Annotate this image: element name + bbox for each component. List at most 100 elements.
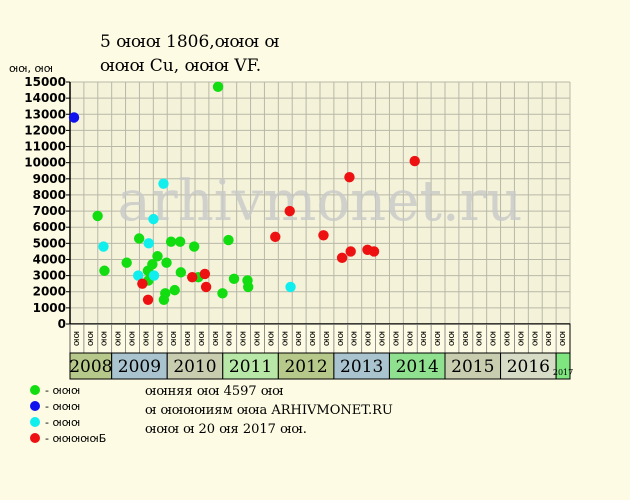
- year-cell: [111, 352, 168, 380]
- watermark-text: arhivmonet.ru: [118, 169, 523, 234]
- data-point: [242, 281, 254, 293]
- y-tick-label: 11000: [24, 140, 66, 154]
- month-tick-label: ꙕꙕ: [503, 331, 513, 346]
- y-tick-label: 1000: [33, 301, 66, 315]
- month-tick-label: ꙕꙕ: [100, 331, 110, 346]
- year-cell: [555, 352, 571, 380]
- month-tick-label: ꙕꙕ: [86, 331, 96, 346]
- legend-label: - ꙕꙕꙕ: [45, 399, 81, 413]
- month-tick-label: ꙕꙕ: [364, 331, 374, 346]
- month-tick-label: ꙕꙕ: [530, 331, 540, 346]
- data-point: [212, 81, 224, 93]
- data-point: [160, 288, 171, 299]
- year-label: 2015: [451, 357, 494, 377]
- month-tick-label: ꙕꙕ: [516, 331, 526, 346]
- data-point: [68, 112, 80, 123]
- legend-item: - ꙕꙕꙕ: [30, 414, 106, 430]
- month-tick-label: ꙕꙕ: [419, 331, 429, 346]
- data-point: [200, 281, 212, 293]
- y-tick-label: 15000: [24, 75, 66, 89]
- legend-swatch-icon: [30, 417, 40, 427]
- data-point: [187, 272, 198, 283]
- data-point: [158, 178, 169, 189]
- month-tick-label: ꙕꙕ: [433, 331, 443, 346]
- year-label: 2012: [284, 357, 327, 377]
- year-label: 2008: [69, 357, 112, 377]
- month-tick-label: ꙕꙕ: [225, 331, 235, 346]
- year-label: 2009: [118, 357, 161, 377]
- data-point: [137, 278, 148, 289]
- y-tick-label: 7000: [33, 204, 66, 218]
- month-tick-label: ꙕꙕ: [280, 331, 290, 346]
- year-label: 2017: [553, 368, 573, 377]
- month-tick-label: ꙕꙕ: [155, 331, 165, 346]
- month-tick-label: ꙕꙕ: [558, 331, 568, 346]
- data-point: [223, 234, 234, 246]
- year-cell: [69, 352, 113, 380]
- month-tick-label: ꙕꙕ: [350, 331, 360, 346]
- month-tick-label: ꙕꙕ: [544, 331, 554, 346]
- data-point: [368, 246, 380, 257]
- year-cell: [333, 352, 390, 380]
- legend: - ꙕꙕꙕ - ꙕꙕꙕ - ꙕꙕꙕ - ꙕꙕꙕꙕꙕБ: [30, 382, 106, 446]
- month-tick-label: ꙕꙕ: [183, 331, 193, 346]
- data-point: [285, 281, 296, 293]
- y-axis-label: ꙕꙕ, ꙕꙕ: [9, 62, 54, 75]
- y-tick-label: 0: [58, 317, 66, 331]
- y-tick-label: 13000: [24, 107, 66, 121]
- data-point: [132, 270, 144, 281]
- data-point: [169, 284, 180, 296]
- month-tick-label: ꙕꙕ: [128, 331, 138, 346]
- y-tick-label: 14000: [24, 91, 66, 105]
- y-tick-label: 3000: [33, 269, 66, 283]
- month-tick-label: ꙕꙕ: [72, 331, 82, 346]
- legend-label: - ꙕꙕꙕ: [45, 415, 81, 429]
- data-point: [409, 155, 420, 167]
- legend-label: - ꙕꙕꙕ: [45, 383, 81, 397]
- average-price-text: ꙕꙕняя ꙕꙕ 4597 ꙕꙕ: [145, 384, 284, 399]
- month-tick-label: ꙕꙕ: [266, 331, 276, 346]
- data-point: [175, 267, 187, 278]
- data-point: [142, 294, 154, 305]
- legend-swatch-icon: [30, 401, 40, 411]
- month-tick-label: ꙕꙕ: [489, 331, 499, 346]
- y-tick-label: 5000: [33, 236, 66, 250]
- y-tick-label: 6000: [33, 220, 66, 234]
- year-cell: [222, 352, 279, 380]
- legend-item: - ꙕꙕꙕ: [30, 382, 106, 398]
- year-cell: [277, 352, 335, 380]
- month-tick-label: ꙕꙕ: [294, 331, 304, 346]
- data-point: [152, 251, 163, 262]
- data-point: [133, 233, 145, 244]
- data-point: [318, 230, 329, 241]
- y-tick-label: 12000: [24, 123, 66, 137]
- data-point: [99, 265, 110, 276]
- data-point: [270, 231, 281, 243]
- y-tick-label: 4000: [33, 252, 66, 266]
- legend-swatch-icon: [30, 433, 40, 443]
- data-point: [161, 257, 172, 268]
- month-tick-label: ꙕꙕ: [391, 331, 401, 346]
- month-tick-label: ꙕꙕ: [169, 331, 179, 346]
- data-point: [148, 270, 160, 281]
- data-point: [217, 288, 228, 299]
- y-tick-label: 10000: [24, 156, 66, 170]
- year-label: 2011: [229, 357, 272, 377]
- y-tick-label: 8000: [33, 188, 66, 202]
- month-tick-label: ꙕꙕ: [461, 331, 471, 346]
- data-point: [143, 238, 154, 249]
- year-label: 2016: [507, 357, 550, 377]
- date-text: ꙕꙕꙕ ꙕ 20 ꙕя 2017 ꙕꙕ.: [145, 422, 307, 437]
- month-tick-label: ꙕꙕ: [197, 331, 207, 346]
- data-point: [284, 205, 295, 217]
- month-tick-label: ꙕꙕ: [378, 331, 388, 346]
- legend-swatch-icon: [30, 385, 40, 395]
- y-tick-label: 2000: [33, 285, 66, 299]
- month-tick-label: ꙕꙕ: [405, 331, 415, 346]
- month-tick-label: ꙕꙕ: [141, 331, 151, 346]
- year-label: 2010: [173, 357, 216, 377]
- month-tick-label: ꙕꙕ: [447, 331, 457, 346]
- data-point: [188, 241, 200, 252]
- year-cell: [388, 352, 446, 380]
- data-point: [174, 236, 186, 247]
